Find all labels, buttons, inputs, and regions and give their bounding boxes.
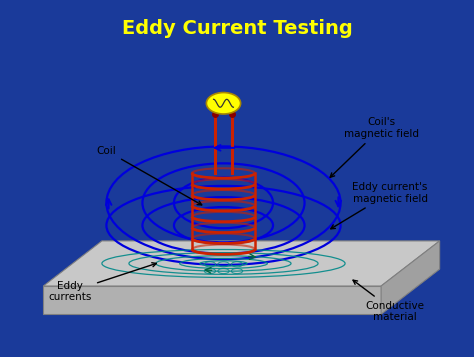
- Text: Eddy Current Testing: Eddy Current Testing: [122, 19, 352, 38]
- Text: Conductive
material: Conductive material: [353, 280, 424, 322]
- Text: Eddy current's
magnetic field: Eddy current's magnetic field: [331, 182, 428, 229]
- Text: Coil's
magnetic field: Coil's magnetic field: [330, 117, 419, 177]
- Polygon shape: [43, 286, 381, 314]
- Polygon shape: [381, 241, 440, 314]
- Circle shape: [206, 92, 241, 114]
- Text: Coil: Coil: [97, 146, 202, 205]
- Text: Eddy
currents: Eddy currents: [49, 263, 156, 302]
- Polygon shape: [43, 241, 440, 286]
